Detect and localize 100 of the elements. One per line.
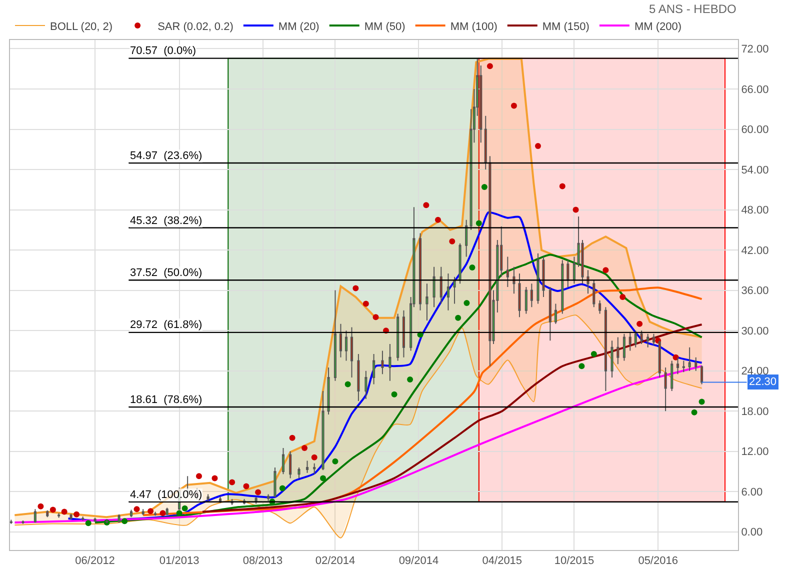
- candlestick: [592, 280, 596, 308]
- point: [372, 314, 379, 320]
- candlestick: [298, 466, 300, 479]
- point: [212, 475, 218, 482]
- candlestick: [440, 266, 442, 304]
- x-tick-label: 04/2015: [482, 555, 522, 568]
- candlestick: [34, 508, 36, 523]
- point: [590, 351, 597, 358]
- point: [559, 183, 566, 190]
- point: [481, 184, 488, 190]
- candlestick: [524, 286, 528, 314]
- point: [578, 363, 585, 370]
- candlestick: [458, 242, 462, 284]
- y-tick-label: 0.00: [741, 526, 763, 539]
- candlestick: [118, 514, 120, 523]
- point: [469, 264, 476, 270]
- legend-label: MM (150): [542, 20, 590, 33]
- point: [255, 489, 262, 496]
- candlestick: [70, 513, 72, 520]
- candlestick: [518, 273, 521, 318]
- candlestick: [396, 313, 400, 362]
- point: [407, 376, 414, 383]
- point: [50, 506, 56, 513]
- point: [672, 354, 679, 360]
- candlestick: [381, 350, 384, 375]
- y-tick-label: 66.00: [741, 84, 769, 96]
- candlestick: [289, 450, 292, 479]
- point: [229, 479, 236, 486]
- candlestick: [46, 510, 49, 518]
- candlestick: [694, 356, 698, 372]
- point: [279, 485, 286, 492]
- candlestick: [465, 219, 468, 258]
- candlestick: [344, 330, 348, 362]
- candlestick: [282, 448, 285, 475]
- candlestick: [670, 360, 674, 392]
- candlestick: [357, 354, 360, 402]
- candlestick: [554, 303, 557, 324]
- y-tick-label: 54.00: [741, 164, 769, 176]
- candlestick: [616, 336, 620, 365]
- x-tick-label: 05/2016: [638, 555, 678, 568]
- ref-line-label: 29.72 (61.8%): [130, 319, 202, 331]
- candlestick: [432, 266, 436, 308]
- candlestick: [334, 290, 336, 382]
- point: [302, 445, 308, 451]
- x-tick-label: 10/2015: [554, 555, 594, 568]
- x-tick-label: 08/2013: [242, 555, 283, 568]
- point: [352, 285, 359, 292]
- candlestick: [634, 330, 637, 348]
- candlestick: [488, 156, 492, 367]
- point: [61, 508, 68, 515]
- candlestick: [166, 507, 168, 516]
- point: [182, 505, 188, 512]
- candlestick: [700, 364, 704, 385]
- candlestick: [206, 494, 210, 502]
- candlestick: [372, 354, 376, 385]
- y-tick-label: 24.00: [741, 366, 769, 378]
- candlestick: [142, 508, 144, 516]
- legend-label: MM (20): [278, 20, 320, 33]
- candlestick: [453, 276, 456, 304]
- annotation: 22.30: [749, 376, 777, 388]
- point: [698, 398, 705, 405]
- point: [160, 510, 166, 516]
- point: [320, 475, 326, 482]
- point: [344, 381, 351, 388]
- point: [176, 510, 182, 516]
- candlestick: [267, 494, 270, 502]
- y-tick-label: 42.00: [741, 244, 769, 257]
- candlestick: [646, 333, 650, 348]
- point: [476, 220, 482, 226]
- point: [602, 267, 609, 274]
- point: [74, 511, 80, 518]
- candlestick: [622, 333, 626, 362]
- candlestick: [572, 256, 576, 284]
- point: [620, 294, 626, 300]
- candlestick: [313, 462, 316, 475]
- candlestick: [688, 346, 691, 372]
- line-series: [14, 314, 702, 538]
- candlestick: [327, 366, 330, 415]
- line-series: [14, 365, 703, 524]
- candlestick: [426, 283, 428, 321]
- candlestick: [548, 286, 552, 342]
- candlestick: [364, 370, 368, 400]
- candlestick: [652, 333, 656, 346]
- candlestick: [640, 330, 643, 344]
- candlestick: [322, 390, 324, 471]
- candlestick: [598, 300, 602, 314]
- ref-line-label: 37.52 (50.0%): [130, 267, 202, 279]
- candlestick: [566, 260, 570, 288]
- candlestick: [536, 252, 540, 304]
- point: [691, 409, 698, 416]
- legend-label: MM (100): [450, 20, 498, 33]
- x-tick-label: 09/2014: [398, 555, 439, 568]
- point: [486, 63, 493, 70]
- candlestick: [339, 323, 342, 358]
- point: [391, 391, 398, 398]
- ref-line-label: 4.47 (100.0%): [130, 489, 202, 501]
- legend-label: MM (200): [634, 20, 682, 33]
- y-tick-label: 60.00: [741, 124, 769, 136]
- point: [38, 503, 44, 510]
- point: [332, 458, 338, 464]
